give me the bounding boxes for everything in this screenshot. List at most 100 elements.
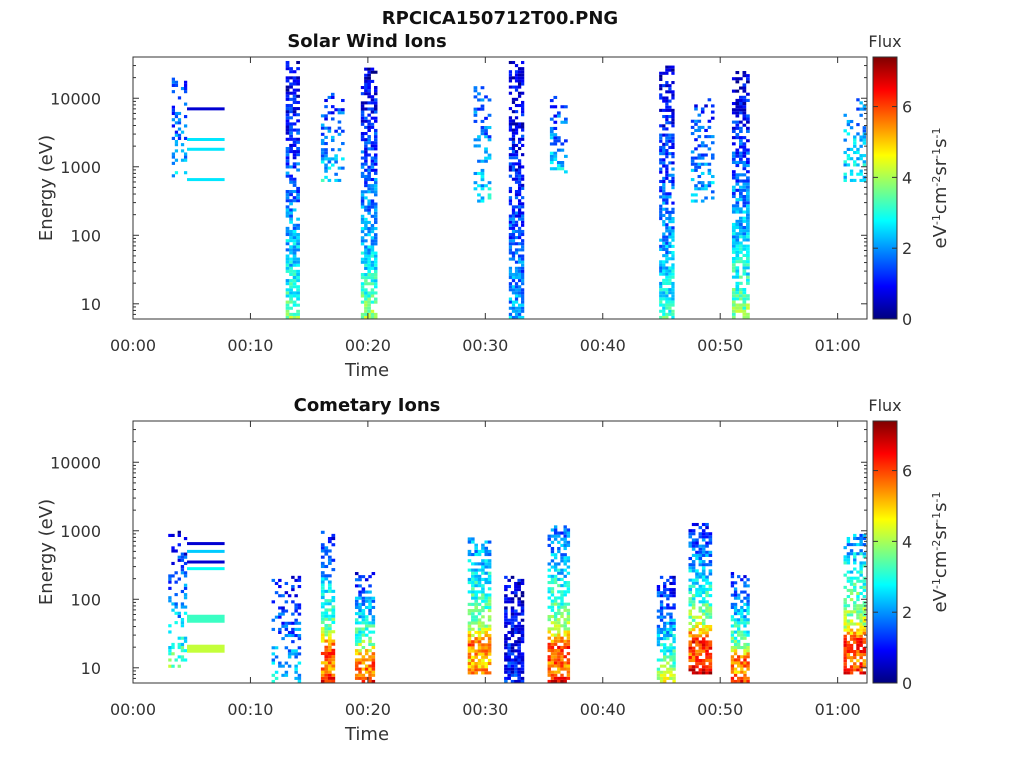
flux-cell (659, 93, 663, 97)
flux-cell (846, 604, 851, 608)
flux-cell (360, 282, 365, 286)
flux-cell (737, 664, 741, 668)
flux-cell (730, 584, 735, 588)
flux-cell (853, 576, 857, 580)
flux-cell (688, 566, 693, 570)
flux-cell (473, 144, 478, 148)
flux-cell (467, 552, 472, 557)
flux-cell (517, 214, 522, 218)
flux-cell (177, 611, 181, 615)
flux-cell (671, 315, 675, 319)
flux-cell (517, 276, 522, 280)
flux-cell (520, 658, 525, 662)
flux-cell (730, 655, 735, 659)
flux-cell (517, 137, 522, 141)
flux-cell (289, 260, 293, 264)
flux-cell (672, 621, 676, 625)
flux-cell (331, 679, 336, 683)
flux-cell (742, 260, 747, 264)
flux-cell (662, 247, 666, 251)
flux-cell (292, 239, 297, 243)
flux-cell (731, 120, 736, 124)
flux-cell (735, 114, 740, 118)
flux-cell (843, 585, 847, 589)
flux-cell (361, 661, 366, 665)
flux-cell (520, 630, 525, 634)
flux-cell (474, 549, 478, 553)
flux-cell (292, 276, 297, 280)
flux-cell (738, 260, 743, 264)
flux-cell (731, 173, 736, 177)
flux-cell (671, 257, 675, 261)
flux-cell (707, 171, 712, 175)
flux-cell (292, 76, 297, 80)
flux-cell (296, 285, 300, 289)
flux-line (187, 567, 225, 571)
flux-cell (731, 204, 736, 208)
flux-cell (691, 671, 696, 675)
flux-cell (367, 168, 371, 172)
flux-cell (514, 97, 519, 101)
flux-cell (364, 624, 369, 628)
flux-cell (361, 627, 366, 631)
flux-cell (510, 679, 515, 683)
flux-cell (672, 606, 676, 610)
flux-cell (742, 101, 747, 106)
flux-cell (474, 605, 478, 610)
flux-cell (511, 220, 516, 224)
flux-cell (364, 79, 368, 83)
flux-cell (367, 230, 371, 234)
flux-cell (560, 676, 564, 680)
flux-cell (331, 543, 336, 547)
flux-cell (665, 257, 669, 261)
flux-cell (507, 661, 511, 665)
flux-cell (371, 661, 376, 665)
flux-cell (371, 624, 376, 628)
flux-cell (662, 306, 666, 310)
flux-cell (510, 658, 515, 662)
flux-cell (550, 670, 555, 674)
flux-cell (477, 568, 482, 572)
flux-cell (564, 170, 568, 174)
flux-cell (694, 162, 698, 166)
flux-cell (467, 624, 472, 628)
flux-cell (731, 89, 736, 93)
flux-cell (467, 609, 472, 613)
flux-cell (557, 633, 561, 637)
flux-cell (320, 651, 325, 656)
flux-cell (668, 213, 672, 218)
flux-cell (694, 104, 698, 108)
flux-cell (862, 543, 867, 547)
flux-cell (521, 232, 525, 237)
flux-cell (669, 649, 673, 653)
flux-cell (746, 281, 750, 285)
flux-cell (862, 622, 867, 626)
flux-cell (484, 552, 489, 557)
flux-cell (859, 579, 863, 583)
flux-cell (274, 581, 279, 586)
flux-cell (849, 665, 854, 669)
flux-cell (358, 590, 362, 594)
flux-cell (843, 637, 847, 641)
flux-cell (566, 587, 571, 591)
flux-cell (373, 70, 378, 74)
flux-cell (856, 123, 860, 127)
flux-cell (698, 600, 703, 604)
flux-cell (856, 543, 860, 547)
flux-cell (370, 110, 375, 114)
flux-cell (481, 668, 485, 672)
flux-cell (521, 137, 525, 141)
flux-cell (663, 624, 667, 628)
flux-cell (373, 138, 378, 142)
flux-cell (292, 315, 297, 319)
flux-cell (853, 141, 857, 145)
flux-cell (665, 176, 669, 180)
flux-cell (730, 593, 735, 597)
flux-cell (735, 188, 740, 192)
flux-line (187, 560, 225, 564)
flux-cell (360, 110, 365, 114)
flux-cell (291, 600, 295, 604)
flux-cell (698, 615, 703, 619)
flux-cell (856, 98, 860, 102)
flux-cell (183, 596, 188, 600)
